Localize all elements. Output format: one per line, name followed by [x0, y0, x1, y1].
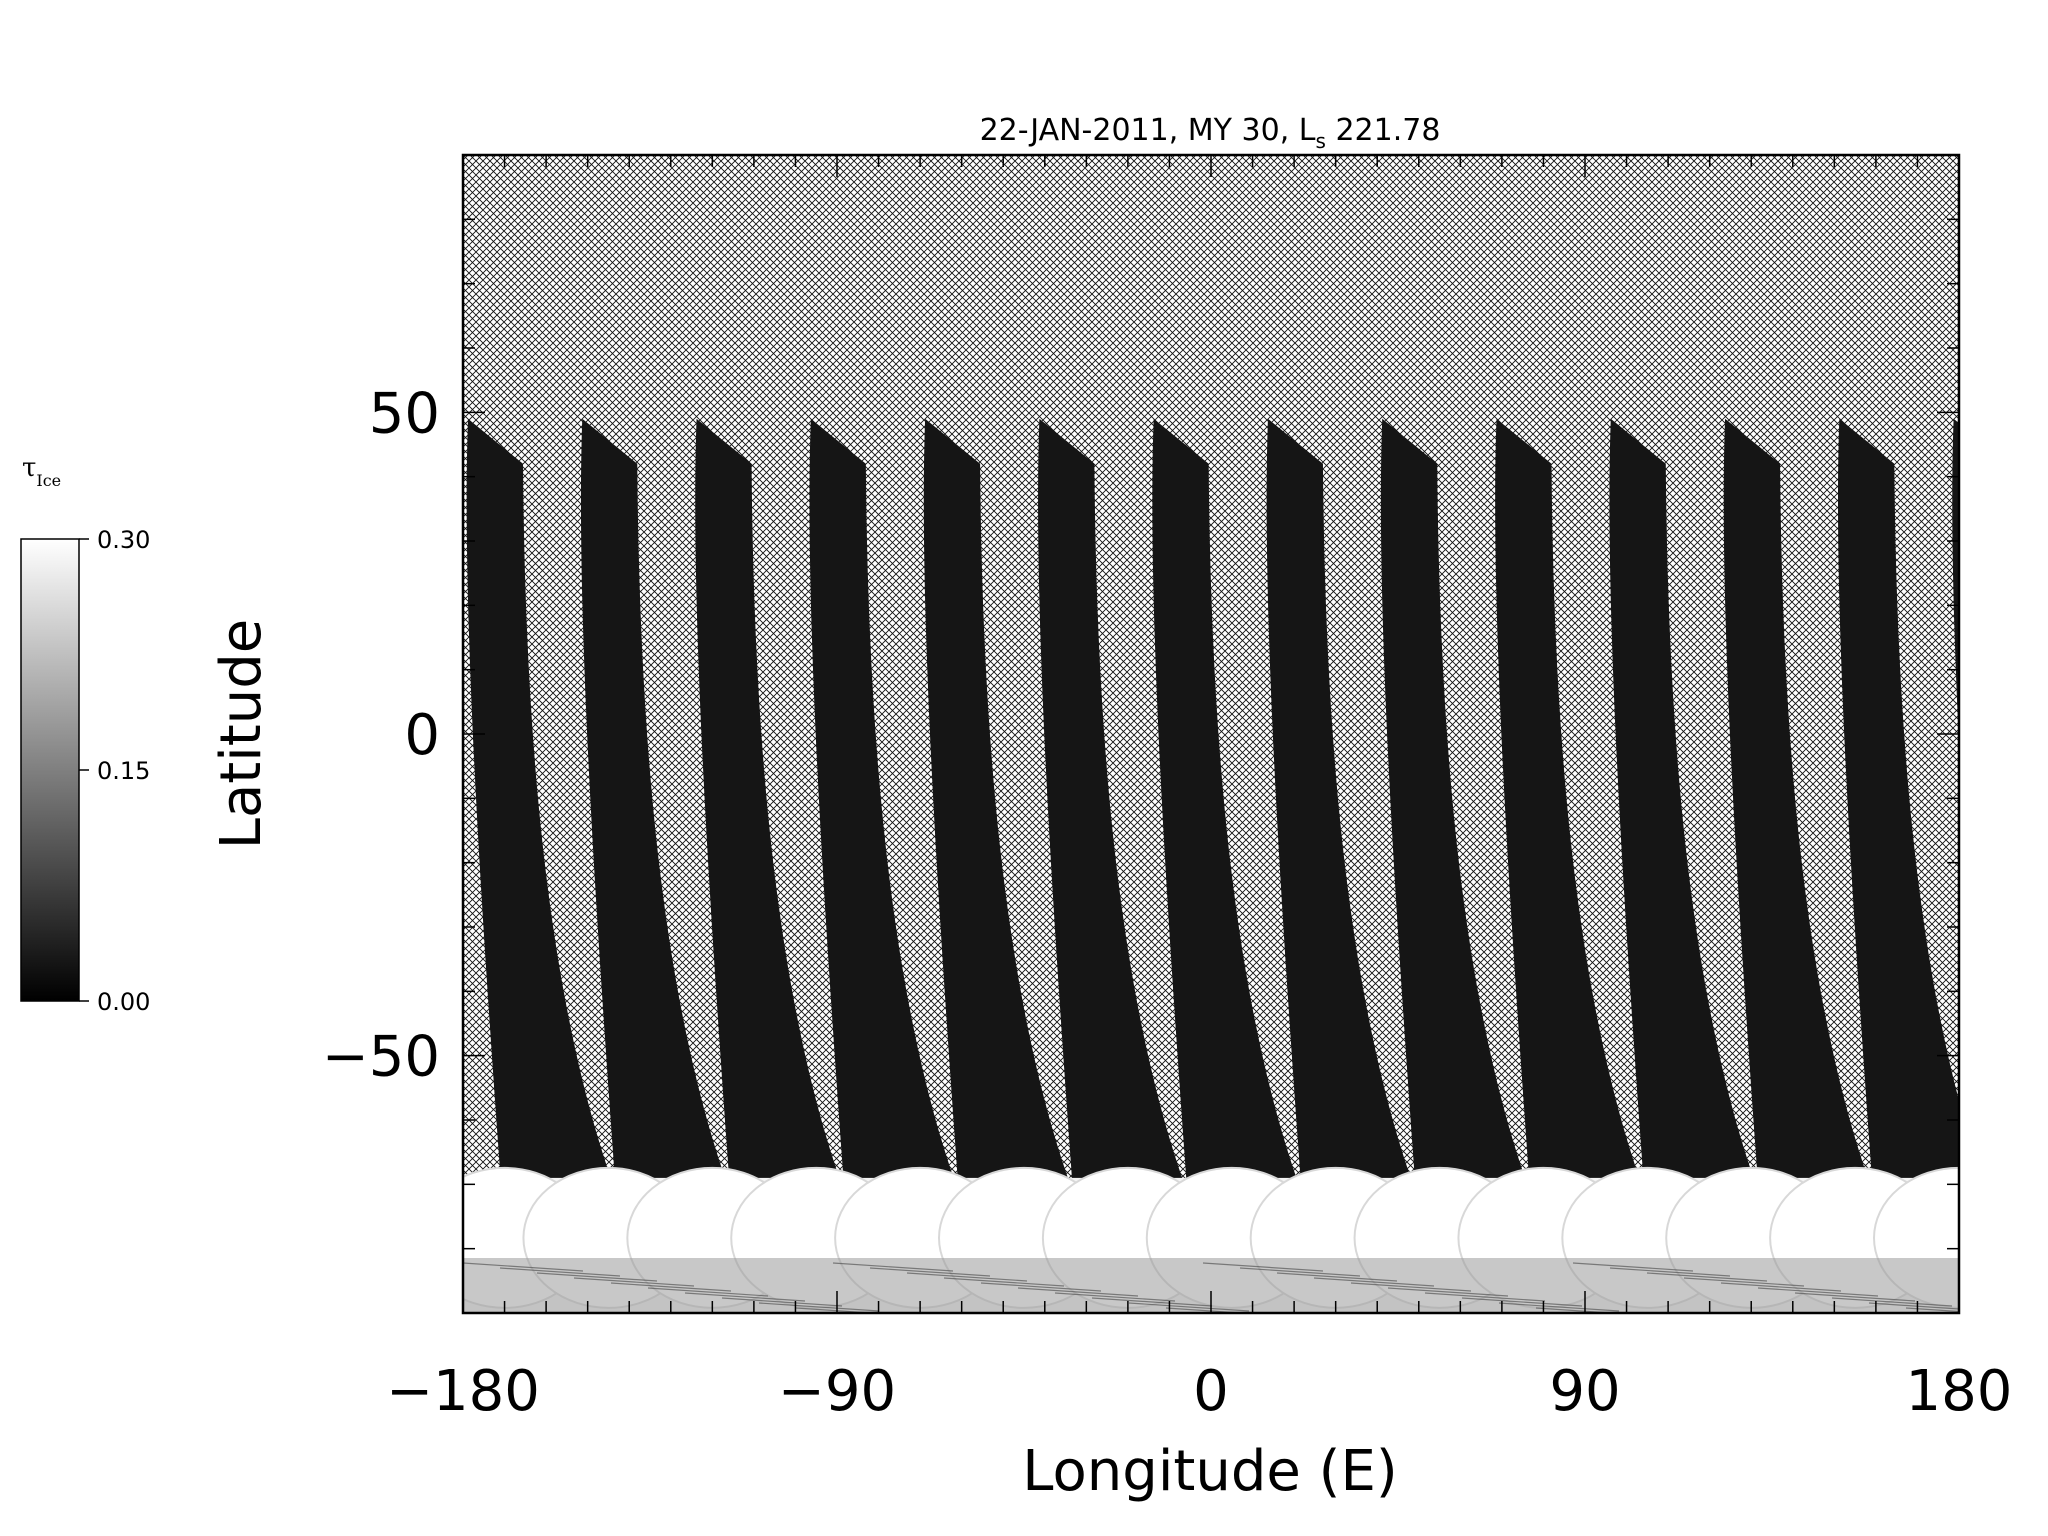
colorbar-tick-label: 0.15: [97, 757, 150, 785]
swath: [1038, 418, 1185, 1185]
colorbar-gradient: [20, 538, 80, 1002]
polar-streak: [1609, 1267, 1731, 1277]
x-tick-label: −90: [778, 1359, 896, 1424]
colorbar: τIce 0.00 0.15 0.30: [20, 453, 150, 1016]
chart-title: 22-JAN-2011, MY 30, Ls 221.78: [980, 113, 1441, 153]
swath: [1266, 418, 1413, 1185]
swath: [1495, 418, 1642, 1185]
polar-streak: [1572, 1262, 1694, 1272]
polar-streak: [832, 1262, 954, 1272]
colorbar-symbol: τ: [22, 453, 36, 483]
polar-streak: [1350, 1282, 1472, 1292]
polar-streak: [943, 1277, 1065, 1287]
x-tick-label: 90: [1549, 1359, 1620, 1424]
polar-streak: [721, 1297, 843, 1307]
x-tick-label: 0: [1193, 1359, 1229, 1424]
title-subscript: s: [1315, 129, 1325, 153]
polar-streak: [1091, 1297, 1213, 1307]
swath: [1838, 418, 1959, 1185]
colorbar-title: τIce: [22, 453, 61, 490]
colorbar-ticks: 0.00 0.15 0.30: [79, 526, 150, 1016]
swath: [1952, 418, 1959, 746]
polar-streak: [1498, 1302, 1620, 1312]
polar-streak: [1387, 1287, 1509, 1297]
polar-streak: [1794, 1292, 1916, 1302]
swath: [466, 418, 613, 1185]
polar-streak: [573, 1277, 695, 1287]
y-axis-label: Latitude: [209, 619, 274, 849]
polar-streak: [1461, 1297, 1583, 1307]
polar-streak: [499, 1267, 621, 1277]
swath: [1380, 418, 1528, 1185]
polar-streak: [684, 1292, 806, 1302]
swath: [809, 418, 956, 1185]
swath: [923, 418, 1071, 1185]
colorbar-tick-label: 0.00: [97, 988, 150, 1016]
polar-streak: [536, 1272, 658, 1282]
polar-streak: [1868, 1302, 1959, 1310]
polar-streak: [1831, 1297, 1953, 1307]
colorbar-symbol-sub: Ice: [36, 471, 61, 490]
polar-streak: [1646, 1272, 1768, 1282]
swath: [1609, 418, 1756, 1185]
swath-group: [466, 418, 1959, 1185]
colorbar-tick-label: 0.30: [97, 526, 150, 554]
polar-streak: [1757, 1287, 1879, 1297]
polar-streak: [869, 1267, 991, 1277]
polar-streak: [1313, 1277, 1435, 1287]
y-tick-label: 0: [404, 703, 440, 768]
polar-streak: [1054, 1292, 1176, 1302]
polar-streak: [1683, 1277, 1805, 1287]
polar-streak: [610, 1282, 732, 1292]
x-tick-labels: −180 −90 0 90 180: [386, 1359, 2012, 1424]
swath: [695, 418, 842, 1185]
polar-streak: [1424, 1292, 1546, 1302]
swath: [1152, 418, 1299, 1185]
axis-ticks: [462, 154, 1960, 1314]
swath: [580, 418, 728, 1185]
title-tail: 221.78: [1326, 113, 1441, 148]
y-tick-label: 50: [369, 381, 440, 446]
polar-streak: [1017, 1287, 1139, 1297]
polar-streak: [1720, 1282, 1842, 1292]
x-tick-label: −180: [386, 1359, 540, 1424]
polar-streak: [980, 1282, 1102, 1292]
plot-area: [463, 155, 1959, 1313]
polar-streak: [647, 1287, 769, 1297]
polar-streak: [1276, 1272, 1398, 1282]
polar-streak: [1905, 1307, 1959, 1313]
y-tick-labels: −50 0 50: [322, 381, 440, 1089]
x-tick-label: 180: [1906, 1359, 2013, 1424]
polar-streak: [463, 1262, 584, 1272]
polar-streak: [758, 1302, 880, 1312]
polar-streak: [1128, 1302, 1250, 1312]
y-tick-label: −50: [322, 1025, 440, 1090]
polar-cap-group: [463, 1166, 1959, 1313]
x-axis-label: Longitude (E): [1022, 1439, 1397, 1504]
polar-streak: [1239, 1267, 1361, 1277]
polar-streak: [1202, 1262, 1324, 1272]
title-main: 22-JAN-2011, MY 30, L: [980, 113, 1316, 148]
swath: [1723, 418, 1871, 1185]
polar-streak: [906, 1272, 1028, 1282]
